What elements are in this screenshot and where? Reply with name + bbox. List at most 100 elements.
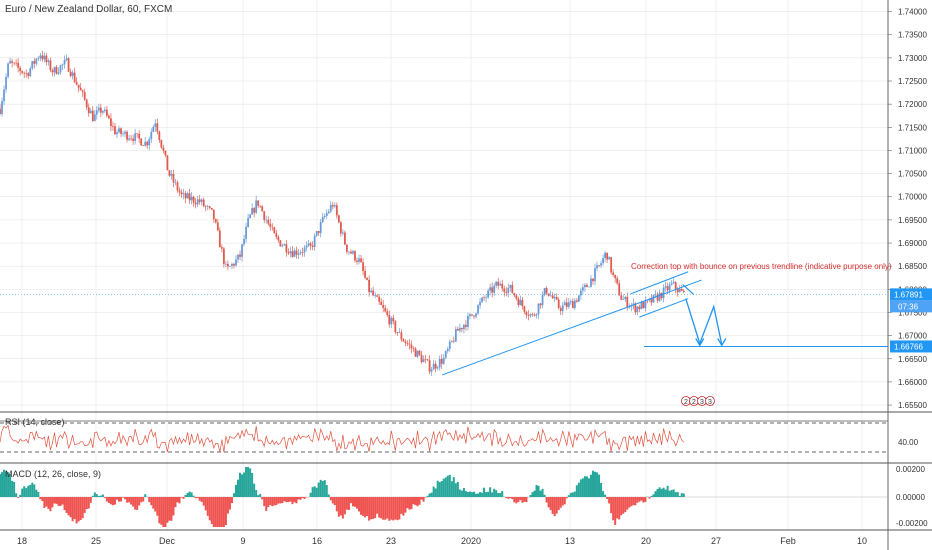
candle-body[interactable] — [469, 314, 471, 316]
candle-body[interactable] — [237, 254, 239, 260]
candle-body[interactable] — [362, 262, 364, 271]
candle-body[interactable] — [346, 244, 348, 252]
candle-body[interactable] — [471, 314, 473, 316]
candle-body[interactable] — [448, 341, 451, 349]
candle-body[interactable] — [243, 238, 245, 245]
candle-body[interactable] — [565, 302, 568, 307]
candle-body[interactable] — [543, 288, 546, 295]
candle-body[interactable] — [69, 71, 72, 76]
candle-body[interactable] — [458, 327, 461, 331]
candle-body[interactable] — [118, 128, 120, 133]
candle-body[interactable] — [374, 295, 377, 296]
candle-body[interactable] — [640, 302, 643, 309]
candle-body[interactable] — [279, 240, 282, 247]
candle-body[interactable] — [392, 317, 395, 322]
candle-body[interactable] — [51, 70, 54, 73]
candle-body[interactable] — [638, 306, 641, 309]
candle-body[interactable] — [0, 108, 1, 114]
candle-body[interactable] — [47, 60, 50, 63]
candle-body[interactable] — [426, 359, 429, 361]
candle-body[interactable] — [400, 332, 403, 340]
candle-body[interactable] — [456, 329, 459, 331]
candle-body[interactable] — [233, 263, 235, 266]
candle-body[interactable] — [579, 290, 582, 296]
candle-body[interactable] — [63, 60, 66, 65]
candle-body[interactable] — [509, 284, 512, 289]
candle-body[interactable] — [590, 278, 592, 287]
candle-body[interactable] — [208, 206, 211, 208]
candle-body[interactable] — [299, 252, 302, 254]
candle-body[interactable] — [505, 291, 508, 293]
candle-body[interactable] — [309, 243, 312, 246]
candle-body[interactable] — [388, 314, 391, 325]
candle-body[interactable] — [664, 286, 667, 288]
price-candles[interactable] — [0, 50, 685, 376]
candle-body[interactable] — [450, 340, 453, 342]
candle-body[interactable] — [327, 211, 330, 214]
candle-body[interactable] — [608, 257, 611, 260]
candle-body[interactable] — [350, 251, 352, 254]
candle-body[interactable] — [85, 99, 88, 108]
candle-body[interactable] — [602, 258, 604, 264]
candle-body[interactable] — [364, 270, 366, 278]
candle-body[interactable] — [460, 327, 463, 330]
candle-body[interactable] — [432, 363, 435, 370]
candle-body[interactable] — [206, 206, 209, 207]
candle-body[interactable] — [503, 288, 506, 292]
candle-body[interactable] — [563, 302, 566, 306]
candle-body[interactable] — [235, 259, 237, 266]
candle-body[interactable] — [192, 196, 195, 203]
candle-body[interactable] — [535, 314, 538, 316]
candle-body[interactable] — [561, 305, 564, 311]
candle-body[interactable] — [148, 138, 151, 146]
candle-body[interactable] — [255, 200, 258, 213]
candle-body[interactable] — [265, 219, 268, 221]
candle-body[interactable] — [382, 305, 385, 308]
candle-body[interactable] — [420, 354, 423, 363]
candle-body[interactable] — [604, 252, 606, 259]
candle-body[interactable] — [73, 72, 76, 82]
candle-body[interactable] — [120, 128, 122, 134]
candle-body[interactable] — [654, 294, 657, 296]
candle-body[interactable] — [174, 182, 177, 183]
candle-body[interactable] — [216, 222, 219, 231]
candle-body[interactable] — [672, 282, 675, 284]
candle-body[interactable] — [430, 369, 433, 372]
candle-body[interactable] — [440, 358, 443, 364]
candle-body[interactable] — [610, 257, 613, 273]
candle-body[interactable] — [130, 138, 133, 140]
candle-body[interactable] — [380, 301, 383, 306]
candle-body[interactable] — [511, 284, 514, 294]
candle-body[interactable] — [196, 199, 199, 205]
candle-body[interactable] — [642, 302, 645, 309]
candle-body[interactable] — [160, 139, 163, 148]
candle-body[interactable] — [390, 317, 393, 325]
candle-body[interactable] — [178, 190, 181, 193]
candle-body[interactable] — [49, 60, 52, 71]
candle-body[interactable] — [106, 109, 108, 116]
candle-body[interactable] — [416, 350, 419, 357]
candle-body[interactable] — [567, 302, 570, 307]
candle-body[interactable] — [662, 287, 665, 299]
candle-body[interactable] — [575, 300, 578, 302]
candle-body[interactable] — [434, 363, 437, 369]
candle-body[interactable] — [499, 283, 502, 286]
candle-body[interactable] — [658, 292, 661, 301]
candle-body[interactable] — [39, 55, 42, 59]
candle-body[interactable] — [128, 138, 130, 140]
trendline-channel-upper[interactable] — [630, 271, 689, 295]
candle-body[interactable] — [218, 230, 221, 248]
candle-body[interactable] — [132, 138, 135, 141]
candle-body[interactable] — [285, 244, 288, 253]
candle-body[interactable] — [376, 295, 379, 297]
candle-body[interactable] — [477, 305, 479, 314]
candle-body[interactable] — [9, 61, 11, 64]
candle-body[interactable] — [168, 170, 171, 176]
candle-body[interactable] — [198, 199, 201, 202]
candle-body[interactable] — [116, 132, 118, 135]
candle-body[interactable] — [182, 193, 185, 195]
candle-body[interactable] — [404, 341, 407, 344]
candle-body[interactable] — [95, 110, 98, 115]
candle-body[interactable] — [114, 126, 116, 135]
candle-body[interactable] — [23, 72, 26, 74]
